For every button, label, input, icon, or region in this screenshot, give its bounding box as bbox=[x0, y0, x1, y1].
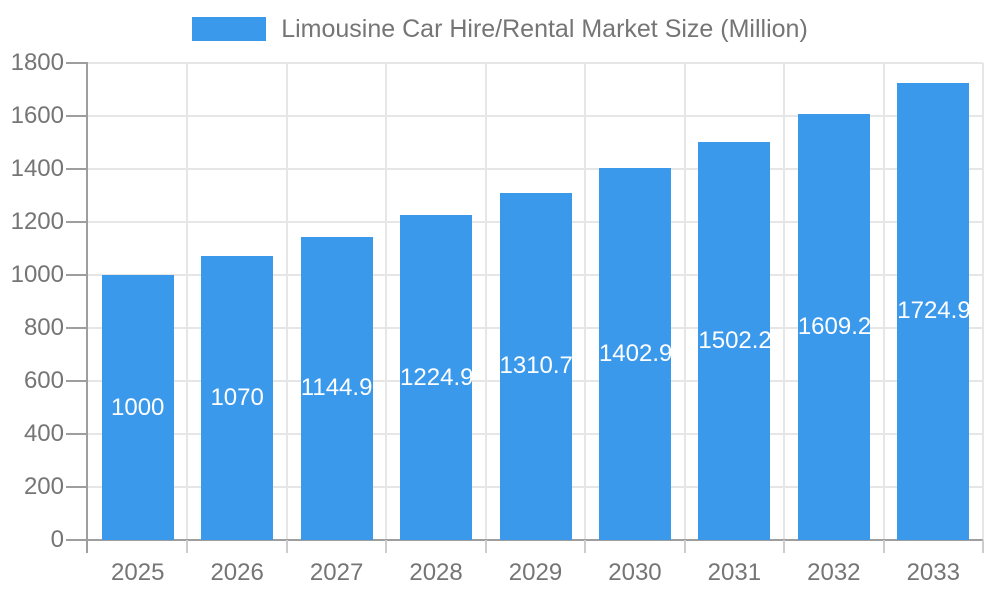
bar-2031[interactable]: 1502.23 bbox=[698, 141, 771, 540]
x-axis-tick-mark bbox=[484, 540, 487, 553]
y-axis-tick-mark bbox=[66, 327, 88, 329]
legend-color-swatch bbox=[192, 17, 267, 41]
bar-2030[interactable]: 1402.96 bbox=[598, 168, 671, 540]
bar-2033[interactable]: 1724.93 bbox=[897, 82, 970, 540]
y-axis-tick-mark bbox=[66, 433, 88, 435]
gridline-vertical bbox=[783, 63, 786, 540]
bar-2028[interactable]: 1224.97 bbox=[400, 215, 473, 540]
x-axis-tick-mark bbox=[783, 540, 786, 553]
y-axis-tick-label: 1000 bbox=[10, 261, 64, 288]
bar-2029[interactable]: 1310.76 bbox=[499, 192, 572, 540]
bar-value-label: 1224.97 bbox=[400, 363, 473, 391]
x-axis-tick-label: 2031 bbox=[707, 559, 762, 586]
y-axis-tick-label: 800 bbox=[23, 314, 64, 341]
y-axis-tick-mark bbox=[66, 115, 88, 117]
gridline-horizontal bbox=[88, 62, 983, 64]
bar-2032[interactable]: 1609.28 bbox=[797, 113, 870, 540]
y-axis-tick-mark bbox=[66, 168, 88, 170]
y-axis-tick-label: 0 bbox=[50, 526, 64, 553]
y-axis-tick-mark bbox=[66, 62, 88, 64]
x-axis-tick-label: 2025 bbox=[111, 559, 165, 586]
bar-value-label: 1402.96 bbox=[598, 340, 671, 368]
x-axis-tick-label: 2026 bbox=[210, 559, 264, 586]
y-axis-line bbox=[86, 63, 88, 553]
y-axis-tick-label: 400 bbox=[23, 420, 64, 447]
y-axis-tick-label: 1800 bbox=[10, 49, 64, 76]
bar-value-label: 1502.23 bbox=[698, 326, 771, 354]
x-axis-tick-mark bbox=[683, 540, 686, 553]
chart-legend: Limousine Car Hire/Rental Market Size (M… bbox=[0, 14, 1000, 44]
x-axis-tick-mark bbox=[385, 540, 388, 553]
y-axis-tick-mark bbox=[66, 274, 88, 276]
y-axis-tick-label: 1200 bbox=[10, 208, 64, 235]
gridline-vertical bbox=[484, 63, 487, 540]
gridline-vertical bbox=[285, 63, 288, 540]
bar-2026[interactable]: 1070 bbox=[201, 256, 274, 540]
x-axis-tick-mark bbox=[186, 540, 189, 553]
bar-value-label: 1144.9 bbox=[300, 374, 373, 402]
y-axis-tick-label: 1400 bbox=[10, 155, 64, 182]
y-axis-tick-label: 1600 bbox=[10, 102, 64, 129]
y-axis-tick-mark bbox=[66, 221, 88, 223]
legend-label: Limousine Car Hire/Rental Market Size (M… bbox=[281, 15, 808, 43]
x-axis-tick-label: 2033 bbox=[906, 559, 960, 586]
y-axis-tick-label: 200 bbox=[23, 473, 64, 500]
legend-item[interactable]: Limousine Car Hire/Rental Market Size (M… bbox=[192, 14, 808, 44]
gridline-vertical bbox=[882, 63, 885, 540]
gridline-vertical bbox=[186, 63, 189, 540]
gridline-horizontal bbox=[88, 168, 983, 170]
y-axis-tick-mark bbox=[66, 539, 88, 541]
bar-value-label: 1000 bbox=[111, 393, 165, 421]
y-axis-tick-label: 600 bbox=[23, 367, 64, 394]
gridline-horizontal bbox=[88, 115, 983, 117]
x-axis-tick-label: 2032 bbox=[807, 559, 861, 586]
bar-value-label: 1070 bbox=[210, 384, 264, 412]
x-axis-tick-label: 2030 bbox=[608, 559, 662, 586]
x-axis-tick-label: 2028 bbox=[409, 559, 463, 586]
y-axis-tick-mark bbox=[66, 380, 88, 382]
y-axis-tick-mark bbox=[66, 486, 88, 488]
bar-2027[interactable]: 1144.9 bbox=[300, 236, 373, 540]
gridline-vertical bbox=[683, 63, 686, 540]
x-axis-tick-label: 2029 bbox=[508, 559, 563, 586]
x-axis-tick-mark bbox=[882, 540, 885, 553]
gridline-vertical bbox=[982, 63, 984, 540]
plot-area: 1000 1070 1144.9 1224.97 1310.76 1402.96 1502.… bbox=[86, 62, 984, 553]
bar-value-label: 1310.76 bbox=[499, 352, 572, 380]
bar-value-label: 1609.28 bbox=[797, 312, 870, 340]
gridline-vertical bbox=[385, 63, 388, 540]
x-axis-tick-mark bbox=[285, 540, 288, 553]
bar-value-label: 1724.93 bbox=[897, 297, 970, 325]
x-axis-tick-label: 2027 bbox=[309, 559, 364, 586]
gridline-vertical bbox=[584, 63, 587, 540]
bar-2025[interactable]: 1000 bbox=[101, 275, 174, 540]
x-axis-baseline bbox=[88, 539, 983, 541]
x-axis-tick-mark bbox=[982, 540, 984, 553]
x-axis-tick-mark bbox=[584, 540, 587, 553]
